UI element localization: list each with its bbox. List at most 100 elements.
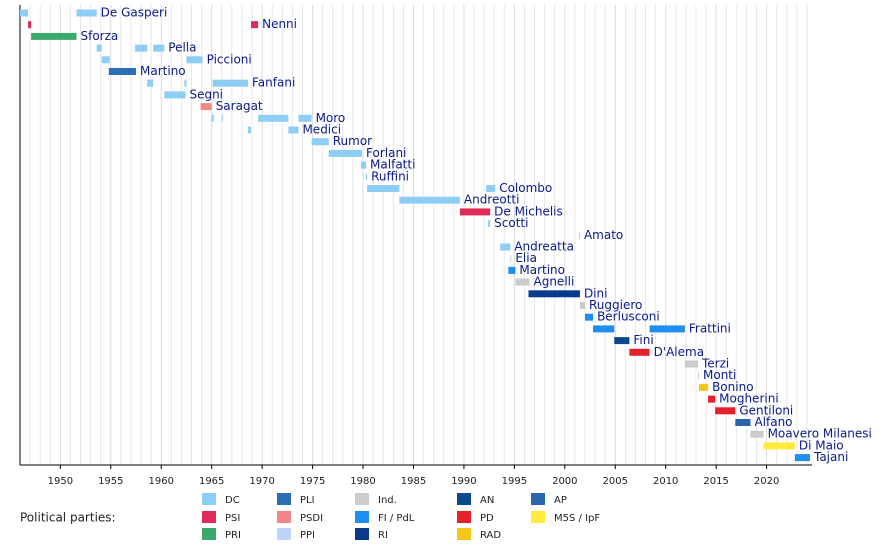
term-bar: [366, 173, 368, 181]
x-tick-label: 2015: [703, 476, 728, 487]
term-bar: [486, 185, 496, 192]
legend-swatch: [457, 528, 471, 540]
legend-label: PLI: [300, 495, 315, 506]
minister-label: Martino: [140, 64, 186, 78]
term-bar: [528, 290, 580, 298]
legend-swatch: [277, 511, 291, 523]
minister-label: Fanfani: [252, 76, 295, 90]
term-bar: [367, 185, 400, 192]
term-bar: [153, 44, 165, 52]
minister-label: Andreotti: [464, 193, 520, 207]
legend-label: M5S / IpF: [554, 513, 600, 524]
minister-label: Rumor: [333, 134, 372, 148]
term-bar: [328, 149, 363, 157]
legend-label: DC: [225, 495, 240, 506]
legend-label: RI: [378, 530, 388, 541]
legend-label: PRI: [225, 530, 241, 541]
legend-label: PPI: [300, 530, 315, 541]
x-tick-label: 2010: [653, 476, 678, 487]
term-bar: [794, 454, 810, 462]
legend-label: AP: [554, 495, 567, 506]
minister-label: Pella: [168, 41, 196, 55]
term-bar: [164, 91, 186, 99]
minister-label: Martino: [519, 263, 565, 277]
legend-label: RAD: [480, 530, 501, 541]
term-bar: [697, 372, 700, 380]
minister-label: Mogherini: [719, 392, 779, 406]
minister-label: Malfatti: [370, 158, 415, 172]
minister-label: D'Alema: [654, 345, 705, 359]
term-bar: [649, 325, 685, 333]
minister-label: Dini: [584, 286, 608, 300]
legend-swatch: [277, 528, 291, 540]
term-bar: [699, 383, 709, 391]
legend-label: AN: [480, 495, 494, 506]
legend-title: Political parties:: [20, 511, 116, 525]
term-bar: [212, 79, 249, 87]
term-bar: [708, 395, 716, 403]
x-tick-label: 1985: [401, 476, 426, 487]
legend-swatch: [457, 511, 471, 523]
x-tick-label: 1970: [249, 476, 274, 487]
term-bar: [221, 114, 223, 122]
term-bar: [508, 266, 516, 274]
legend-swatch: [202, 511, 216, 523]
minister-label: Gentiloni: [739, 403, 793, 417]
minister-label: Ruggiero: [589, 298, 642, 312]
minister-label: Scotti: [494, 216, 528, 230]
minister-label: Amato: [584, 228, 623, 242]
legend-swatch: [202, 493, 216, 505]
minister-label: Moro: [316, 111, 346, 125]
minister-label: Piccioni: [207, 52, 252, 66]
minister-label: Fini: [633, 333, 653, 347]
term-bar: [593, 325, 615, 333]
term-bar: [584, 313, 594, 321]
term-bar: [184, 79, 187, 87]
x-tick-label: 1980: [350, 476, 375, 487]
term-bar: [578, 231, 580, 239]
term-bar: [510, 255, 512, 263]
term-bar: [20, 9, 29, 17]
term-bar: [361, 161, 367, 169]
minister-label: Berlusconi: [597, 310, 660, 324]
legend-label: PD: [480, 513, 494, 524]
minister-label: Frattini: [689, 321, 731, 335]
legend-swatch: [531, 493, 545, 505]
minister-label: Bonino: [712, 380, 753, 394]
minister-label: Medici: [302, 123, 341, 137]
term-bar: [251, 21, 259, 29]
legend-swatch: [457, 493, 471, 505]
term-bar: [459, 208, 491, 216]
x-tick-label: 2000: [552, 476, 577, 487]
x-tick-label: 2020: [754, 476, 779, 487]
legend-swatch: [531, 511, 545, 523]
term-bar: [186, 56, 203, 64]
x-tick-label: 1990: [451, 476, 476, 487]
legend-swatch: [355, 528, 369, 540]
legend-label: PSDI: [300, 513, 323, 524]
term-bar: [258, 114, 289, 122]
term-bar: [248, 126, 252, 134]
minister-label: Di Maio: [799, 438, 844, 452]
term-bar: [515, 278, 530, 286]
x-tick-label: 2005: [603, 476, 628, 487]
x-tick-label: 1965: [199, 476, 224, 487]
term-bar: [735, 419, 751, 426]
term-bar: [715, 407, 736, 415]
legend-swatch: [202, 528, 216, 540]
legend-swatch: [355, 493, 369, 505]
x-tick-label: 1975: [300, 476, 325, 487]
term-bar: [579, 302, 585, 309]
minister-label: Segni: [189, 87, 223, 101]
minister-label: Sforza: [80, 29, 118, 43]
term-bar: [288, 126, 299, 134]
term-bar: [31, 32, 77, 40]
term-bar: [147, 79, 154, 87]
term-bar: [500, 243, 511, 251]
minister-label: Saragat: [216, 99, 263, 113]
minister-label: Terzi: [701, 357, 729, 371]
legend-swatch: [355, 511, 369, 523]
minister-label: Forlani: [366, 146, 406, 160]
x-tick-label: 1955: [98, 476, 123, 487]
